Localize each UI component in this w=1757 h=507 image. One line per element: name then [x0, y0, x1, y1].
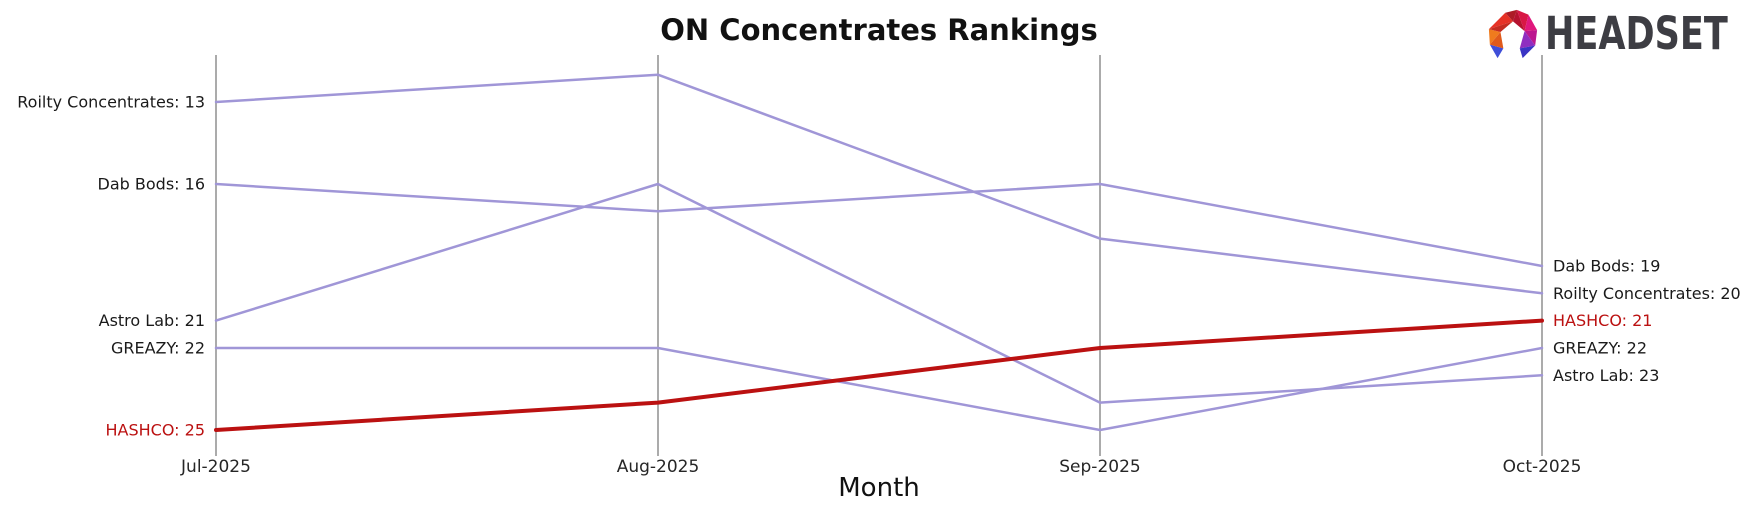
headset-logo-text: HEADSET — [1545, 6, 1728, 60]
series-line-astro-lab — [214, 182, 1544, 404]
series-line-hashco — [214, 318, 1544, 432]
series-start-label-greazy: GREAZY: 22 — [111, 339, 205, 358]
x-axis-title: Month — [838, 473, 920, 503]
x-tick-label-oct-2025: Oct-2025 — [1503, 457, 1582, 477]
series-start-label-astro-lab: Astro Lab: 21 — [99, 311, 205, 330]
series-end-label-dab-bods: Dab Bods: 19 — [1553, 257, 1660, 276]
x-tick-label-aug-2025: Aug-2025 — [617, 457, 700, 477]
series-end-label-roilty-concentrates: Roilty Concentrates: 20 — [1553, 284, 1741, 303]
headset-logo-icon — [1488, 9, 1538, 59]
chart-title: ON Concentrates Rankings — [660, 13, 1098, 47]
series-start-label-roilty-concentrates: Roilty Concentrates: 13 — [17, 93, 205, 112]
headset-logo: HEADSET — [1486, 5, 1757, 61]
series-line-dab-bods — [214, 182, 1544, 268]
series-end-label-astro-lab: Astro Lab: 23 — [1553, 366, 1659, 385]
series-end-label-greazy: GREAZY: 22 — [1553, 339, 1647, 358]
series-start-label-dab-bods: Dab Bods: 16 — [98, 175, 205, 194]
series-start-label-hashco: HASHCO: 25 — [106, 421, 205, 440]
x-tick-label-jul-2025: Jul-2025 — [180, 457, 251, 477]
series-line-roilty-concentrates — [214, 73, 1544, 295]
series-line-greazy — [214, 346, 1544, 432]
series-end-label-hashco: HASHCO: 21 — [1553, 311, 1652, 330]
x-tick-label-sep-2025: Sep-2025 — [1059, 457, 1140, 477]
